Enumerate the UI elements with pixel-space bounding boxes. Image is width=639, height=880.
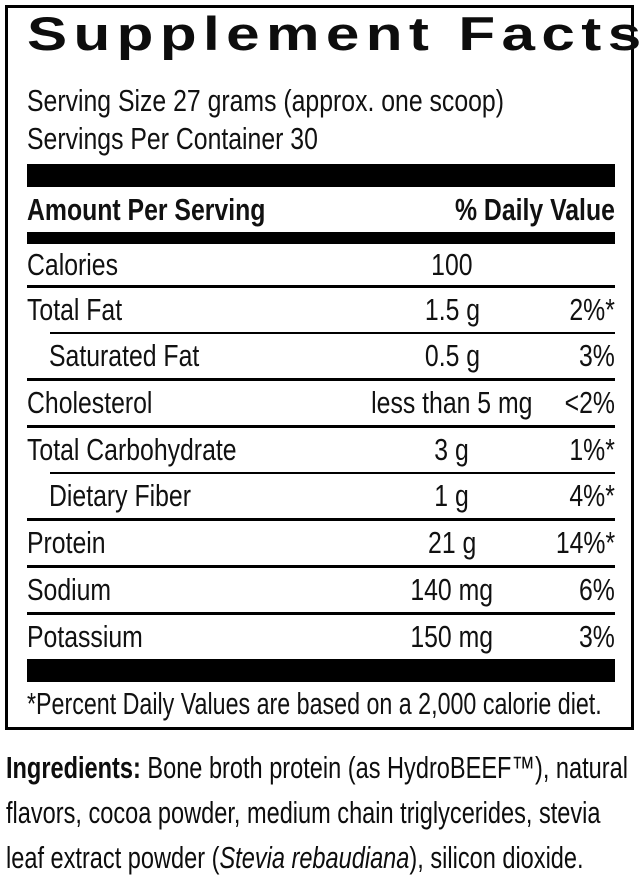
table-row: Cholesterol less than 5 mg <2% (27, 381, 615, 425)
serving-info: Serving Size 27 grams (approx. one scoop… (27, 82, 615, 158)
nutrient-amount: 150 mg (410, 619, 494, 654)
amount-per-serving-header: Amount Per Serving (27, 192, 266, 227)
nutrition-rows: Calories 100 Total Fat 1.5 g 2%* Saturat… (27, 244, 615, 659)
row-divider (27, 518, 615, 521)
nutrient-amount: 0.5 g (424, 338, 480, 373)
table-row: Dietary Fiber 1 g 4%* (27, 474, 615, 518)
separator-bar-header (27, 232, 615, 244)
ingredients-line-1: Ingredients: Bone broth protein (as Hydr… (6, 750, 628, 785)
row-divider (27, 378, 615, 381)
ingredients-line-3: leaf extract powder (Stevia rebaudiana),… (6, 840, 584, 875)
separator-bar-top (27, 164, 615, 187)
daily-value-footnote: *Percent Daily Values are based on a 2,0… (27, 686, 602, 721)
nutrient-daily-value: <2% (564, 385, 615, 420)
nutrient-daily-value: 3% (579, 619, 615, 654)
table-row: Calories 100 (27, 244, 615, 285)
nutrient-amount: 3 g (434, 432, 470, 467)
row-divider (50, 472, 615, 474)
nutrient-name: Cholesterol (27, 385, 153, 420)
nutrient-amount: 1.5 g (424, 292, 480, 327)
ingredients-label: Ingredients: (6, 750, 141, 785)
label-title: Supplement Facts (27, 8, 639, 57)
nutrient-daily-value: 1%* (569, 432, 616, 467)
table-row: Sodium 140 mg 6% (27, 568, 615, 612)
table-row: Total Fat 1.5 g 2%* (27, 288, 615, 332)
row-divider (27, 612, 615, 615)
nutrient-amount: 21 g (427, 525, 477, 560)
row-divider (27, 285, 615, 288)
table-row: Protein 21 g 14%* (27, 521, 615, 565)
nutrient-daily-value: 4%* (569, 478, 616, 513)
nutrient-name: Saturated Fat (49, 338, 200, 373)
servings-per-container-line: Servings Per Container 30 (27, 121, 318, 156)
table-header-row: Amount Per Serving % Daily Value (27, 187, 615, 232)
nutrient-name: Dietary Fiber (49, 478, 191, 513)
nutrient-name: Total Fat (27, 292, 123, 327)
ingredients-species-italic: Stevia rebaudiana (219, 840, 410, 875)
nutrient-name: Potassium (27, 619, 143, 654)
percent-daily-value-header: % Daily Value (455, 192, 615, 227)
nutrient-amount: 140 mg (410, 572, 494, 607)
supplement-facts-panel: Supplement Facts Serving Size 27 grams (… (5, 5, 639, 730)
nutrient-daily-value: 6% (579, 572, 615, 607)
row-divider (27, 425, 615, 428)
nutrient-name: Sodium (27, 572, 112, 607)
nutrient-daily-value: 14%* (555, 525, 615, 560)
nutrient-name: Total Carbohydrate (27, 432, 237, 467)
table-row: Total Carbohydrate 3 g 1%* (27, 428, 615, 472)
table-row: Saturated Fat 0.5 g 3% (27, 334, 615, 378)
label-title-text: Supplement Facts (27, 7, 639, 60)
serving-size-line: Serving Size 27 grams (approx. one scoop… (27, 83, 504, 118)
nutrient-name: Calories (27, 247, 118, 282)
ingredients-text: Ingredients: Bone broth protein (as Hydr… (6, 745, 639, 880)
nutrient-daily-value: 3% (579, 338, 615, 373)
nutrient-daily-value: 2%* (569, 292, 616, 327)
table-row: Potassium 150 mg 3% (27, 615, 615, 659)
nutrient-name: Protein (27, 525, 106, 560)
nutrient-amount: 1 g (434, 478, 470, 513)
nutrient-amount: 100 (431, 247, 473, 282)
row-divider (50, 332, 615, 334)
ingredients-line-2: flavors, cocoa powder, medium chain trig… (6, 795, 601, 830)
row-divider (27, 565, 615, 568)
separator-bar-bottom (27, 659, 615, 682)
nutrient-amount: less than 5 mg (371, 385, 533, 420)
